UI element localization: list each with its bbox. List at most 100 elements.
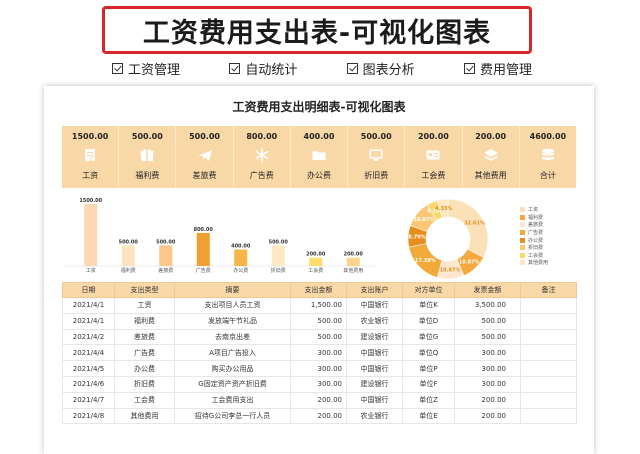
- table-row: 2021/4/8 其他费用 招待G公司李总一行人员 200.00 农业银行 单位E 200.…: [62, 407, 577, 425]
- column-header[interactable]: 支出类型: [114, 282, 175, 298]
- table-cell[interactable]: [520, 391, 577, 409]
- feature-item: 图表分析: [346, 58, 415, 78]
- table-cell[interactable]: 购买办公用品: [174, 360, 291, 377]
- summary-card[interactable]: 500.00 福利费: [119, 126, 177, 188]
- table-cell[interactable]: [520, 360, 577, 377]
- table-cell[interactable]: 工会费用支出: [174, 391, 291, 409]
- table-row: 2021/4/5 办公费 购买办公用品 300.00 中国银行 单位P 300.00: [62, 360, 577, 377]
- table-row: 2021/4/6 折旧费 G固定资产资产折旧费 300.00 建设银行 单位F 300.00: [62, 375, 577, 393]
- table-cell[interactable]: [520, 297, 577, 314]
- table-cell[interactable]: 广告费: [114, 344, 175, 362]
- table-cell[interactable]: 单位E: [402, 407, 455, 425]
- table-cell[interactable]: [520, 407, 577, 425]
- table-cell[interactable]: 折旧费: [114, 375, 175, 393]
- table-cell[interactable]: 办公费: [114, 360, 175, 377]
- table-cell[interactable]: 200.00: [290, 391, 347, 409]
- table-cell[interactable]: [520, 344, 577, 362]
- table-cell[interactable]: 农业银行: [346, 312, 403, 330]
- bar-category-label: 工会费: [308, 267, 323, 274]
- card-amount: 800.00: [246, 132, 278, 141]
- column-header[interactable]: 备注: [520, 282, 577, 298]
- table-cell[interactable]: 单位F: [402, 375, 455, 393]
- table-cell[interactable]: 单位G: [402, 328, 455, 346]
- donut-percent-label: 10.87%: [459, 259, 480, 265]
- summary-card[interactable]: 400.00 办公费: [291, 126, 349, 188]
- table-cell[interactable]: 200.00: [290, 407, 347, 425]
- legend-swatch: [520, 237, 525, 243]
- column-header[interactable]: 对方单位: [402, 282, 455, 298]
- table-cell[interactable]: 工会费: [114, 391, 175, 409]
- table-cell[interactable]: 2021/4/1: [62, 312, 115, 330]
- table-cell[interactable]: 中国银行: [346, 360, 403, 377]
- table-cell[interactable]: 单位Q: [402, 344, 455, 362]
- donut-percent-label: 10.87%: [414, 217, 435, 223]
- table-cell[interactable]: 300.00: [454, 375, 521, 393]
- column-header[interactable]: 发票金额: [454, 282, 521, 298]
- table-cell[interactable]: 2021/4/5: [62, 360, 115, 377]
- summary-card[interactable]: 1500.00 工资: [62, 126, 120, 188]
- table-cell[interactable]: 300.00: [454, 344, 521, 362]
- table-cell[interactable]: 500.00: [290, 328, 347, 346]
- column-header[interactable]: 摘要: [174, 282, 291, 298]
- table-cell[interactable]: 中国银行: [346, 391, 403, 409]
- table-cell[interactable]: 差旅费: [114, 328, 175, 346]
- feature-list: 工资管理 自动统计 图表分析 费用管理: [112, 58, 532, 78]
- table-cell[interactable]: A项目广告投入: [174, 344, 291, 362]
- table-cell[interactable]: 建设银行: [346, 375, 403, 393]
- table-cell[interactable]: 300.00: [290, 360, 347, 377]
- donut-percent-label: 4.35%: [427, 208, 444, 214]
- table-cell[interactable]: 2021/4/1: [62, 297, 115, 314]
- table-cell[interactable]: 300.00: [290, 375, 347, 393]
- table-cell[interactable]: 2021/4/6: [62, 375, 115, 393]
- table-cell[interactable]: [520, 375, 577, 393]
- table-cell[interactable]: 招待G公司李总一行人员: [174, 407, 291, 425]
- table-cell[interactable]: 单位K: [402, 297, 455, 314]
- table-cell[interactable]: 农业银行: [346, 407, 403, 425]
- column-header[interactable]: 支出账户: [346, 282, 403, 298]
- summary-card[interactable]: 500.00 差旅费: [176, 126, 234, 188]
- summary-card[interactable]: 200.00 工会费: [405, 126, 463, 188]
- table-cell[interactable]: 3,500.00: [454, 297, 521, 314]
- table-cell[interactable]: 发放端午节礼品: [174, 312, 291, 330]
- summary-card[interactable]: 800.00 广告费: [234, 126, 291, 188]
- table-cell[interactable]: 2021/4/7: [62, 391, 115, 409]
- table-cell[interactable]: 2021/4/4: [62, 344, 115, 362]
- table-cell[interactable]: 2021/4/2: [62, 328, 115, 346]
- table-cell[interactable]: 200.00: [454, 391, 521, 409]
- checkbox-icon: [346, 62, 358, 74]
- summary-card[interactable]: 200.00 其他费用: [463, 126, 520, 188]
- table-cell[interactable]: 去南京出差: [174, 328, 291, 346]
- legend-item: 其他费用: [520, 259, 580, 267]
- table-cell[interactable]: 200.00: [454, 407, 521, 425]
- table-cell[interactable]: 建设银行: [346, 328, 403, 346]
- table-cell[interactable]: 500.00: [290, 312, 347, 330]
- table-cell[interactable]: 单位Z: [402, 391, 455, 409]
- donut-percent-label: 4.35%: [435, 206, 452, 212]
- column-header[interactable]: 支出金额: [290, 282, 347, 298]
- table-cell[interactable]: 300.00: [454, 360, 521, 377]
- table-cell[interactable]: 1,500.00: [290, 297, 347, 314]
- table-cell[interactable]: 500.00: [454, 328, 521, 346]
- table-cell[interactable]: 单位P: [402, 360, 455, 377]
- table-cell[interactable]: 中国银行: [346, 344, 403, 362]
- summary-card[interactable]: 4600.00 合计: [520, 126, 576, 188]
- table-cell[interactable]: 福利费: [114, 312, 175, 330]
- table-cell[interactable]: 单位D: [402, 312, 455, 330]
- table-cell[interactable]: 中国银行: [346, 297, 403, 314]
- card-amount: 500.00: [131, 132, 163, 141]
- legend-item: 广告费: [520, 229, 580, 237]
- bar-value-label: 500.00: [269, 239, 289, 245]
- table-cell[interactable]: [520, 328, 577, 346]
- table-cell[interactable]: 300.00: [290, 344, 347, 362]
- table-cell[interactable]: [520, 312, 577, 330]
- table-cell[interactable]: 工资: [114, 297, 175, 314]
- summary-card[interactable]: 500.00 折旧费: [348, 126, 406, 188]
- table-cell[interactable]: 其他费用: [114, 407, 175, 425]
- table-cell[interactable]: 500.00: [454, 312, 521, 330]
- table-cell[interactable]: G固定资产资产折旧费: [174, 375, 291, 393]
- bar-差旅费: [159, 245, 173, 266]
- table-cell[interactable]: 2021/4/8: [62, 407, 115, 425]
- column-header[interactable]: 日期: [62, 282, 115, 298]
- card-name: 合计: [539, 171, 556, 180]
- table-cell[interactable]: 支出项目人员工资: [174, 297, 291, 314]
